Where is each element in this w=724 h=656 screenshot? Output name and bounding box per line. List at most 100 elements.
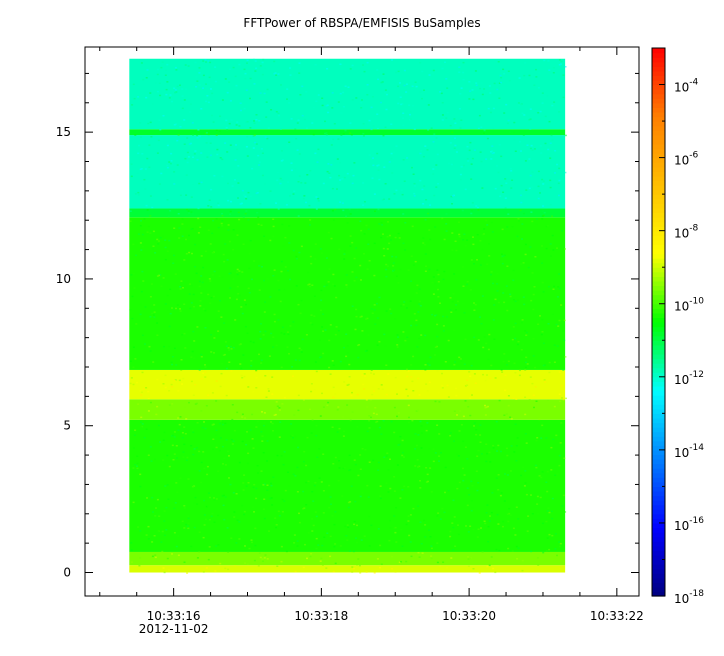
chart-mark — [379, 544, 382, 547]
chart-mark — [422, 237, 425, 239]
chart-mark — [189, 307, 192, 310]
chart-mark — [173, 532, 176, 534]
chart-mark — [232, 440, 235, 442]
chart-mark — [129, 220, 132, 222]
chart-mark — [495, 548, 498, 551]
chart-mark — [456, 300, 459, 303]
chart-mark — [417, 434, 420, 436]
chart-mark — [243, 513, 246, 516]
chart-mark — [490, 271, 493, 273]
chart-mark — [384, 345, 387, 347]
chart-mark — [413, 192, 416, 195]
chart-mark — [500, 81, 502, 84]
chart-mark — [368, 240, 370, 243]
chart-mark — [136, 467, 139, 470]
chart-mark — [362, 132, 365, 135]
chart-mark — [432, 168, 435, 170]
chart-mark — [280, 545, 283, 548]
chart-mark — [553, 285, 556, 288]
chart-mark — [180, 369, 183, 371]
chart-mark — [196, 402, 198, 405]
chart-mark — [215, 498, 218, 500]
chart-mark — [524, 433, 527, 435]
chart-mark — [172, 262, 175, 264]
chart-mark — [139, 225, 142, 227]
chart-mark — [185, 238, 187, 241]
chart-mark — [502, 525, 504, 528]
chart-mark — [149, 121, 152, 124]
chart-mark — [263, 183, 266, 185]
chart-mark — [277, 279, 280, 282]
chart-mark — [261, 558, 264, 560]
chart-mark — [458, 481, 461, 484]
chart-mark — [652, 381, 665, 387]
chart-mark — [479, 434, 482, 436]
chart-mark — [132, 243, 135, 246]
chart-mark — [541, 262, 544, 264]
chart-mark — [232, 346, 235, 349]
chart-mark — [486, 137, 489, 140]
chart-mark — [168, 161, 171, 163]
chart-mark — [179, 310, 182, 312]
chart-mark — [481, 551, 484, 553]
chart-mark — [163, 345, 165, 348]
chart-mark — [430, 555, 433, 557]
chart-mark — [304, 543, 306, 546]
chart-mark — [509, 131, 511, 133]
chart-mark — [356, 455, 359, 457]
chart-mark — [350, 394, 353, 397]
chart-mark — [513, 451, 516, 453]
chart-mark — [369, 399, 372, 401]
chart-mark — [212, 438, 215, 440]
chart-mark — [513, 362, 516, 365]
chart-mark — [473, 373, 476, 375]
chart-mark — [143, 218, 146, 220]
chart-mark — [429, 536, 432, 538]
chart-mark — [490, 273, 492, 276]
chart-mark — [475, 470, 478, 472]
chart-mark — [273, 313, 276, 316]
chart-mark — [262, 484, 265, 486]
chart-mark — [497, 171, 500, 174]
chart-mark — [376, 69, 379, 71]
chart-mark — [343, 253, 346, 255]
chart-mark — [331, 107, 334, 109]
chart-mark — [349, 68, 352, 70]
chart-mark — [352, 174, 355, 177]
chart-mark — [223, 260, 226, 263]
chart-mark — [437, 288, 439, 291]
chart-mark — [171, 444, 174, 447]
chart-mark — [385, 268, 388, 271]
chart-mark — [652, 564, 665, 570]
chart-mark — [547, 60, 550, 62]
chart-mark — [168, 465, 171, 468]
chart-mark — [408, 416, 410, 419]
chart-mark — [176, 85, 179, 88]
chart-mark — [186, 151, 189, 154]
chart-mark — [183, 561, 186, 563]
chart-mark — [265, 116, 268, 118]
chart-mark — [405, 83, 408, 85]
chart-mark — [314, 361, 317, 363]
chart-mark — [147, 454, 150, 456]
chart-mark — [172, 459, 175, 461]
chart-mark — [400, 189, 403, 191]
chart-mark — [163, 520, 166, 522]
chart-mark — [372, 157, 374, 159]
chart-mark — [326, 68, 329, 70]
chart-mark — [534, 464, 537, 467]
chart-mark — [425, 467, 428, 469]
chart-mark — [241, 377, 244, 379]
chart-mark — [149, 232, 152, 234]
chart-mark — [331, 92, 334, 94]
chart-mark — [343, 258, 346, 260]
chart-mark — [135, 396, 138, 399]
chart-mark — [263, 92, 266, 95]
chart-mark — [564, 511, 567, 513]
chart-mark — [139, 426, 142, 428]
chart-mark — [292, 193, 295, 195]
chart-mark — [337, 329, 340, 332]
chart-mark — [266, 484, 269, 486]
chart-mark — [455, 304, 458, 306]
chart-mark — [248, 267, 251, 270]
